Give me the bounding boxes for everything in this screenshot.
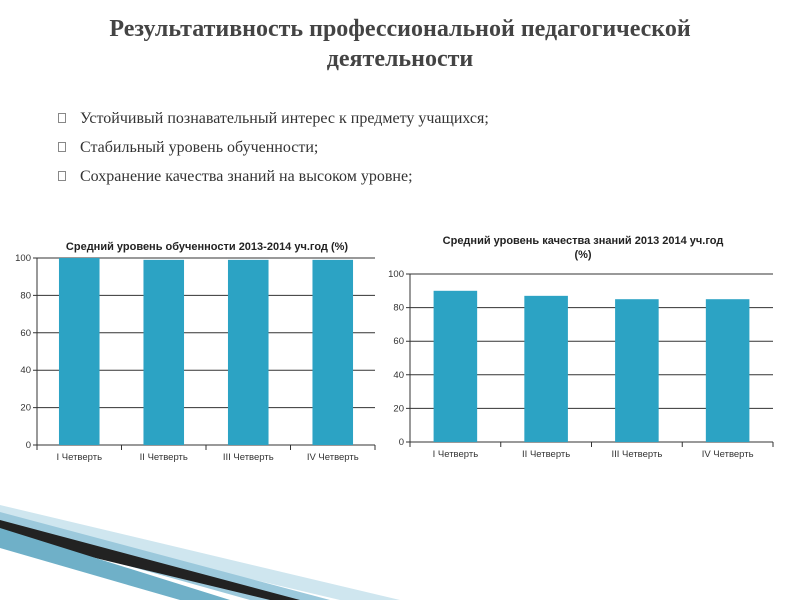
page-title: Результативность профессиональной педаго… xyxy=(40,14,760,74)
square-bullet-icon xyxy=(58,142,66,152)
page-title-line-1: Результативность профессиональной педаго… xyxy=(109,16,691,42)
y-tick-label: 80 xyxy=(393,303,404,314)
y-tick-label: 20 xyxy=(20,403,31,414)
page-title-line-2: деятельности xyxy=(326,46,474,72)
y-tick-label: 60 xyxy=(20,328,31,339)
y-tick-label: 20 xyxy=(393,403,404,414)
bar xyxy=(58,258,100,445)
bullet-list: Устойчивый познавательный интерес к пред… xyxy=(58,104,489,191)
y-tick-label: 100 xyxy=(15,253,31,264)
deco-stripe-mid xyxy=(0,512,330,600)
chart-title: (%) xyxy=(574,249,591,261)
bar xyxy=(227,259,269,445)
x-category-label: II Четверть xyxy=(522,449,570,460)
y-tick-label: 80 xyxy=(20,290,31,301)
bar xyxy=(433,290,478,442)
bar xyxy=(312,259,354,445)
x-category-label: II Четверть xyxy=(140,452,188,463)
x-category-label: I Четверть xyxy=(56,452,102,463)
bullet-text: Стабильный уровень обученности; xyxy=(80,139,319,156)
square-bullet-icon xyxy=(58,171,66,181)
x-category-label: III Четверть xyxy=(611,449,662,460)
x-category-label: I Четверть xyxy=(433,449,479,460)
chart-title: Средний уровень обученности 2013-2014 уч… xyxy=(66,241,348,253)
bullet-item: Устойчивый познавательный интерес к пред… xyxy=(58,104,489,133)
x-category-label: IV Четверть xyxy=(702,449,754,460)
chart-knowledge-quality: Средний уровень качества знаний 2013 201… xyxy=(388,235,774,460)
bar xyxy=(143,259,185,445)
deco-stripe-teal xyxy=(0,528,230,600)
square-bullet-icon xyxy=(58,113,66,123)
deco-stripe-light xyxy=(0,505,400,600)
y-tick-label: 60 xyxy=(393,336,404,347)
y-tick-label: 100 xyxy=(388,269,404,280)
x-category-label: III Четверть xyxy=(223,452,274,463)
bar xyxy=(615,299,659,442)
deco-stripe-dark xyxy=(0,520,300,600)
bullet-item: Сохранение качества знаний на высоком ур… xyxy=(58,162,489,191)
y-tick-label: 0 xyxy=(399,437,404,448)
bullet-text: Сохранение качества знаний на высоком ур… xyxy=(80,168,413,185)
bullet-text: Устойчивый познавательный интерес к пред… xyxy=(80,110,489,127)
y-tick-label: 0 xyxy=(26,440,31,451)
x-category-label: IV Четверть xyxy=(307,452,359,463)
y-tick-label: 40 xyxy=(393,370,404,381)
bullet-item: Стабильный уровень обученности; xyxy=(58,133,489,162)
chart-learning-level: Средний уровень обученности 2013-2014 уч… xyxy=(15,241,376,463)
y-tick-label: 40 xyxy=(20,365,31,376)
bar xyxy=(524,295,568,442)
chart-title: Средний уровень качества знаний 2013 201… xyxy=(443,235,724,247)
bar xyxy=(705,299,750,442)
